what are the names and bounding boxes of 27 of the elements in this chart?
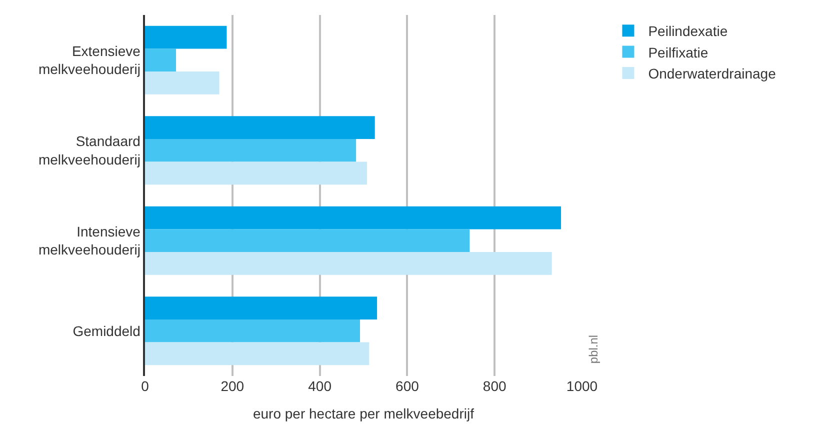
- x-tick-label: 400: [308, 378, 332, 394]
- y-tick-label: Gemiddeld: [72, 322, 140, 339]
- bar: [145, 72, 220, 94]
- y-tick-label: Extensieve melkveehouderij: [38, 42, 141, 78]
- x-axis-title: euro per hectare per melkveebedrijf: [252, 405, 474, 422]
- bar: [145, 296, 378, 320]
- legend-label: Peilindexatie: [648, 23, 728, 40]
- bar: [145, 319, 360, 342]
- bar: [145, 206, 562, 230]
- x-tick-label: 1000: [566, 378, 598, 394]
- bar: [145, 116, 375, 139]
- bar: [145, 162, 367, 185]
- bar: [145, 26, 227, 49]
- x-tick-label: 200: [220, 378, 244, 394]
- text: pbl.nl: [586, 334, 600, 364]
- bar: [145, 252, 552, 275]
- x-tick-label: 800: [482, 378, 506, 394]
- legend-label: Onderwaterdrainage: [648, 65, 776, 82]
- x-tick-label: 0: [141, 378, 150, 394]
- legend-label: Peilfixatie: [648, 44, 708, 60]
- bar: [145, 138, 356, 162]
- y-tick-label: Standaard melkveehouderij: [38, 133, 140, 168]
- x-tick-label: 600: [396, 378, 420, 394]
- y-tick-label: Intensieve melkveehouderij: [38, 223, 141, 258]
- bar: [145, 48, 176, 72]
- bar: [145, 229, 470, 252]
- bar: [145, 342, 370, 366]
